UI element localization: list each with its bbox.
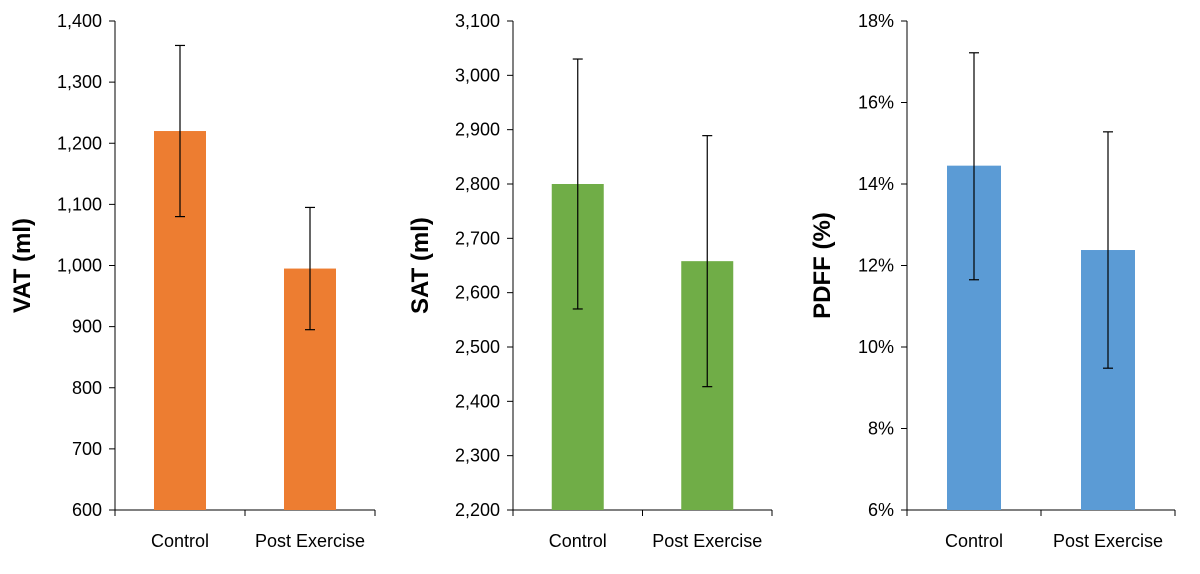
y-tick-label: 1,100: [57, 194, 102, 214]
y-tick-label: 1,300: [57, 72, 102, 92]
y-tick-label: 1,000: [57, 256, 102, 276]
y-tick-label: 2,200: [455, 500, 500, 520]
y-axis-title: PDFF (%): [809, 212, 836, 319]
y-tick-label: 6%: [868, 500, 894, 520]
y-tick-label: 2,300: [455, 446, 500, 466]
y-tick-label: 10%: [858, 337, 894, 357]
y-tick-label: 14%: [858, 174, 894, 194]
y-tick-label: 600: [72, 500, 102, 520]
y-tick-label: 3,100: [455, 11, 500, 31]
y-tick-label: 2,700: [455, 228, 500, 248]
y-tick-label: 2,800: [455, 174, 500, 194]
y-axis-title: VAT (ml): [9, 218, 36, 313]
y-tick-label: 800: [72, 378, 102, 398]
y-axis-title: SAT (ml): [407, 217, 434, 314]
x-category-label: Control: [945, 531, 1003, 551]
y-tick-label: 1,400: [57, 11, 102, 31]
y-tick-label: 1,200: [57, 133, 102, 153]
y-tick-label: 16%: [858, 93, 894, 113]
y-tick-label: 8%: [868, 419, 894, 439]
chart-panel-pdff: 6% 8% 10% 12% 14% 16% 18% Control Post Exercise P…: [809, 11, 1176, 551]
chart-panel-vat: 600 700 800 900 1,000 1,100 1,200 1,300 1,400 Con…: [9, 11, 376, 551]
y-tick-label: 12%: [858, 256, 894, 276]
y-tick-label: 2,500: [455, 337, 500, 357]
x-category-label: Post Exercise: [1053, 531, 1163, 551]
x-category-label: Post Exercise: [255, 531, 365, 551]
y-tick-label: 2,400: [455, 391, 500, 411]
y-tick-label: 18%: [858, 11, 894, 31]
y-tick-label: 700: [72, 439, 102, 459]
y-tick-label: 2,600: [455, 283, 500, 303]
x-category-label: Control: [549, 531, 607, 551]
y-tick-label: 3,000: [455, 65, 500, 85]
x-category-label: Control: [151, 531, 209, 551]
chart-panel-sat: 2,200 2,300 2,400 2,500 2,600 2,700 2,800 2,900…: [407, 11, 773, 551]
y-tick-label: 900: [72, 317, 102, 337]
y-tick-label: 2,900: [455, 120, 500, 140]
x-category-label: Post Exercise: [652, 531, 762, 551]
